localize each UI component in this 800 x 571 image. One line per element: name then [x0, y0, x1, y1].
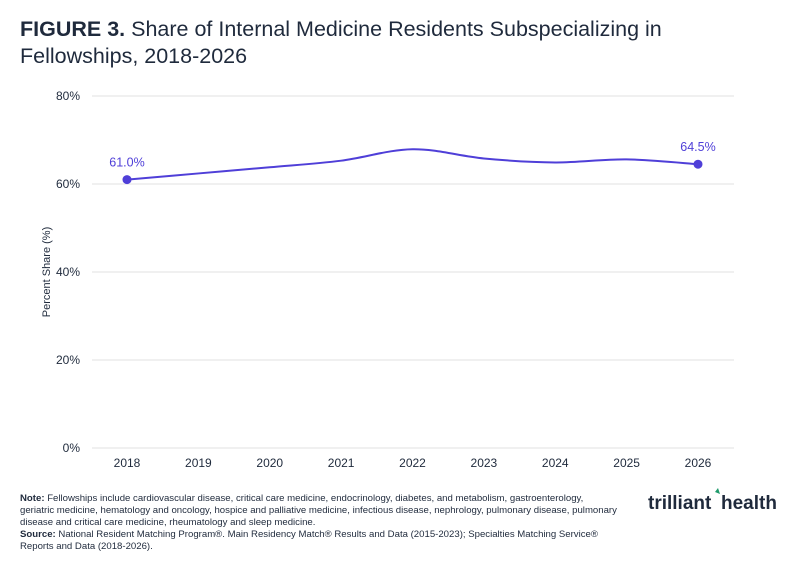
y-tick-label: 20% — [56, 353, 80, 367]
footnotes: Note: Fellowships include cardiovascular… — [20, 493, 620, 553]
x-tick-label: 2019 — [185, 456, 212, 470]
x-tick-label: 2024 — [542, 456, 569, 470]
y-tick-label: 0% — [63, 441, 81, 455]
title-text: Share of Internal Medicine Residents Sub… — [20, 17, 662, 68]
x-tick-label: 2020 — [256, 456, 283, 470]
data-label: 64.5% — [680, 140, 715, 154]
source-text: National Resident Matching Program®. Mai… — [20, 529, 598, 552]
x-tick-label: 2025 — [613, 456, 640, 470]
note-label: Note: — [20, 493, 45, 504]
y-tick-label: 60% — [56, 177, 80, 191]
data-point — [122, 175, 132, 185]
trilliant-health-logo: trilliant health — [648, 488, 777, 514]
x-tick-label: 2018 — [114, 456, 141, 470]
data-point — [693, 159, 703, 169]
source-label: Source: — [20, 529, 56, 540]
y-tick-label: 80% — [56, 89, 80, 103]
logo-text-right: health — [721, 493, 777, 514]
figure-label: FIGURE 3. — [20, 17, 126, 41]
logo-text-left: trilliant — [648, 493, 712, 514]
y-tick-label: 40% — [56, 265, 80, 279]
source: Source: National Resident Matching Progr… — [20, 529, 620, 553]
x-tick-label: 2023 — [471, 456, 498, 470]
chart-title: FIGURE 3. Share of Internal Medicine Res… — [20, 16, 780, 70]
note: Note: Fellowships include cardiovascular… — [20, 493, 620, 529]
y-axis-label: Percent Share (%) — [41, 227, 53, 317]
x-tick-label: 2022 — [399, 456, 426, 470]
logo-accent-icon — [715, 488, 720, 494]
series-line — [126, 148, 699, 181]
data-label: 61.0% — [109, 156, 144, 170]
line-chart: 0% 20% 40% 60% 80% 2018 2019 2020 2021 2022 2023 20… — [41, 89, 734, 470]
x-tick-label: 2026 — [685, 456, 712, 470]
note-text: Fellowships include cardiovascular disea… — [20, 493, 617, 528]
x-tick-label: 2021 — [328, 456, 355, 470]
